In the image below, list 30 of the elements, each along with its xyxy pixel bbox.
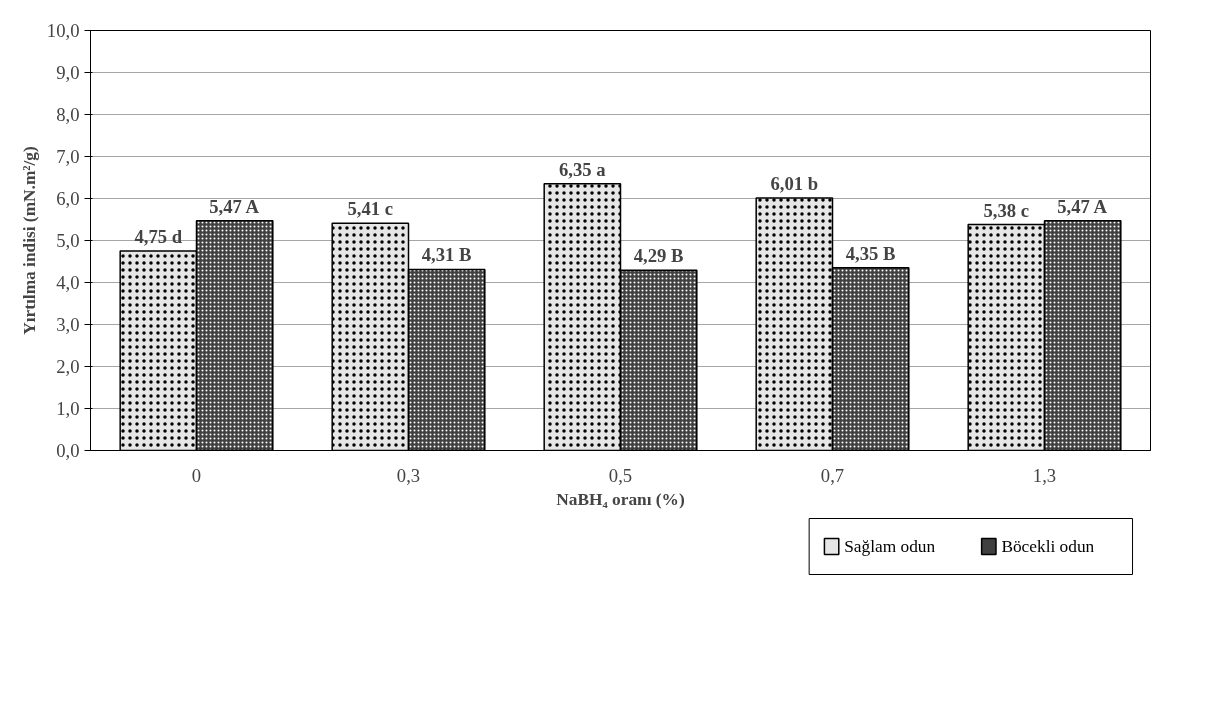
x-axis-title: NaBH₄ oranı (%) <box>556 489 685 509</box>
data-label: 4,75 d <box>134 226 183 247</box>
data-label: 4,31 B <box>421 244 472 266</box>
data-label: 5,38 c <box>983 199 1030 221</box>
data-label: 4,35 B <box>845 242 896 264</box>
data-label: 5,41 c <box>347 198 394 220</box>
x-tick-label: 0 <box>191 464 202 486</box>
y-axis-title: Yırtılma indisi (mN.m²/g) <box>19 145 39 335</box>
y-tick-label: 7,0 <box>56 146 80 167</box>
data-label: 5,47 A <box>1057 195 1108 217</box>
y-tick-label: 10,0 <box>46 20 80 41</box>
data-label: 5,47 A <box>209 195 260 217</box>
y-tick-label: 0,0 <box>56 440 80 461</box>
y-tick-label: 8,0 <box>56 104 80 125</box>
y-tick-label: 3,0 <box>56 314 80 335</box>
x-tick-label: 1,3 <box>1032 464 1057 486</box>
y-tick-label: 6,0 <box>56 188 80 209</box>
data-label: 4,29 B <box>633 245 684 267</box>
x-tick-label: 0,3 <box>396 464 421 486</box>
legend-label: Böcekli odun <box>1001 537 1095 556</box>
legend-label: Sağlam odun <box>844 537 936 556</box>
y-tick-label: 5,0 <box>56 230 80 251</box>
y-tick-label: 2,0 <box>56 356 80 377</box>
x-tick-label: 0,7 <box>820 464 845 486</box>
data-label: 6,35 a <box>559 158 607 180</box>
x-tick-label: 0,5 <box>608 464 633 486</box>
y-tick-label: 1,0 <box>56 398 80 419</box>
y-tick-label: 4,0 <box>56 272 80 293</box>
y-tick-label: 9,0 <box>56 62 80 83</box>
data-label: 6,01 b <box>770 173 819 195</box>
